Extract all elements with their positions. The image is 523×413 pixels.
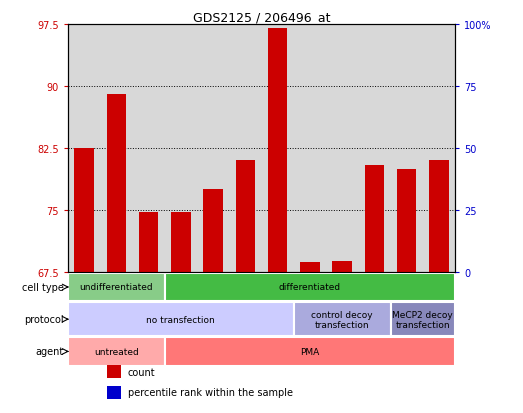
Bar xyxy=(74,149,94,273)
Text: protocol: protocol xyxy=(25,314,64,325)
Bar xyxy=(429,161,449,273)
Text: undifferentiated: undifferentiated xyxy=(79,283,153,292)
Text: differentiated: differentiated xyxy=(279,283,341,292)
Text: MeCP2 decoy
transfection: MeCP2 decoy transfection xyxy=(392,310,453,329)
Bar xyxy=(68,273,165,301)
Bar xyxy=(391,303,455,336)
Text: cell type: cell type xyxy=(22,282,64,292)
Bar xyxy=(294,303,391,336)
Bar xyxy=(397,169,416,273)
Text: control decoy
transfection: control decoy transfection xyxy=(311,310,373,329)
Bar xyxy=(203,190,223,273)
Bar xyxy=(236,161,255,273)
Text: PMA: PMA xyxy=(300,347,320,356)
Bar xyxy=(107,386,121,399)
Text: no transfection: no transfection xyxy=(146,315,215,324)
Text: agent: agent xyxy=(36,347,64,356)
Bar xyxy=(333,261,352,273)
Bar xyxy=(365,165,384,273)
Bar xyxy=(68,337,165,366)
Text: count: count xyxy=(128,367,156,377)
Bar xyxy=(68,303,294,336)
Bar xyxy=(171,212,190,273)
Bar xyxy=(300,263,320,273)
Title: GDS2125 / 206496_at: GDS2125 / 206496_at xyxy=(193,11,330,24)
Text: percentile rank within the sample: percentile rank within the sample xyxy=(128,387,293,397)
Bar xyxy=(107,366,121,378)
Bar xyxy=(165,337,455,366)
Bar xyxy=(107,95,126,273)
Bar xyxy=(165,273,455,301)
Text: untreated: untreated xyxy=(94,347,139,356)
Bar xyxy=(139,212,158,273)
Bar xyxy=(268,29,287,273)
